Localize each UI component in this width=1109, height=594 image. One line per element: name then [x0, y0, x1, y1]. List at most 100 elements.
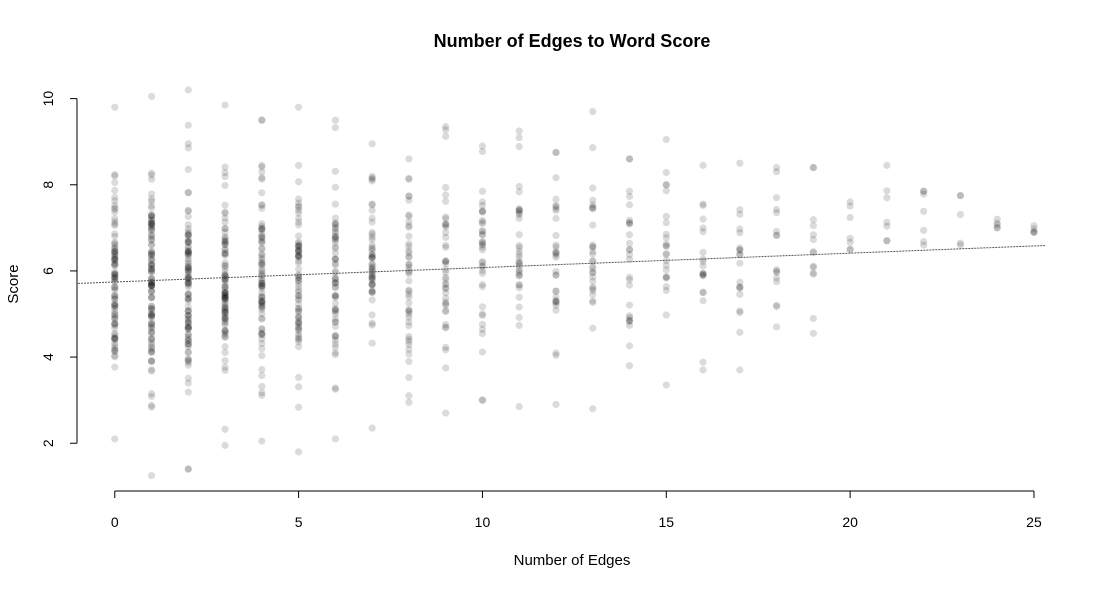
data-point [405, 299, 413, 307]
data-point [147, 222, 156, 230]
data-point [552, 400, 560, 409]
data-point [405, 337, 413, 345]
data-point [184, 315, 192, 324]
data-point [478, 329, 487, 338]
data-point [405, 286, 413, 294]
data-point [699, 269, 707, 277]
data-point [699, 288, 707, 297]
data-point [295, 330, 303, 338]
data-point [184, 388, 192, 396]
data-point [258, 289, 266, 297]
data-point [184, 307, 192, 315]
data-point [331, 318, 339, 326]
data-point [147, 390, 156, 398]
data-point [221, 326, 229, 335]
data-point [184, 231, 192, 239]
data-point [111, 334, 119, 342]
data-point [147, 262, 156, 270]
data-point [258, 267, 266, 275]
data-point [111, 292, 119, 301]
y-tick-label: 6 [40, 267, 56, 275]
data-point [331, 305, 339, 313]
data-point [736, 284, 744, 292]
data-point [147, 471, 156, 480]
data-point [184, 290, 192, 298]
data-point [184, 231, 192, 240]
data-point [736, 259, 744, 267]
data-point [111, 312, 119, 321]
data-point [405, 192, 413, 200]
data-point [331, 331, 339, 339]
data-point [515, 214, 523, 222]
data-point [589, 250, 597, 258]
data-point [111, 170, 119, 179]
data-point [258, 299, 266, 307]
data-point [331, 306, 339, 314]
data-point [625, 314, 634, 322]
data-point [147, 282, 156, 290]
data-point [809, 270, 817, 278]
data-point [258, 292, 266, 300]
data-point [625, 201, 634, 209]
data-point [589, 204, 597, 212]
data-point [331, 239, 339, 247]
data-point [221, 271, 229, 279]
data-point [515, 321, 523, 329]
data-point [368, 311, 376, 319]
data-point [221, 236, 229, 244]
data-point [589, 221, 597, 229]
data-point [221, 296, 229, 304]
data-point [625, 239, 634, 247]
data-point [699, 200, 707, 208]
data-point [258, 314, 266, 322]
data-point [184, 318, 192, 326]
data-point [478, 246, 487, 254]
data-point [258, 236, 266, 245]
data-point [331, 255, 339, 263]
data-point [552, 148, 560, 157]
data-point [736, 246, 744, 254]
data-point [184, 283, 192, 291]
data-point [736, 244, 744, 252]
data-point [147, 257, 156, 265]
data-point [258, 335, 266, 343]
data-point [699, 271, 707, 280]
data-point [442, 126, 450, 134]
data-point [662, 187, 670, 195]
data-point [111, 435, 119, 443]
data-point [147, 216, 156, 224]
data-point [625, 231, 634, 239]
data-point [147, 320, 156, 328]
data-point [147, 392, 156, 401]
data-point [221, 349, 229, 357]
data-point [736, 246, 744, 254]
data-point [368, 175, 376, 183]
data-point [589, 277, 597, 285]
x-tick-label: 15 [658, 514, 674, 530]
data-point [589, 284, 597, 293]
data-point [147, 211, 156, 219]
data-point [331, 340, 339, 348]
data-point [368, 296, 376, 304]
data-point [331, 350, 339, 359]
data-point [405, 350, 413, 358]
data-point [111, 193, 119, 201]
data-point [147, 329, 156, 338]
data-point [552, 251, 560, 259]
trend-line [77, 245, 1046, 284]
data-point [368, 264, 376, 272]
data-point [368, 233, 376, 241]
data-point [589, 241, 597, 249]
data-point [331, 292, 339, 300]
data-point [221, 208, 229, 216]
data-point [589, 205, 597, 213]
data-point [221, 283, 229, 291]
data-point [111, 302, 119, 310]
data-point [331, 220, 339, 229]
data-point [111, 331, 119, 339]
y-axis-label: Score [5, 264, 22, 303]
data-point [111, 251, 119, 259]
data-point [147, 265, 156, 273]
data-point [221, 289, 229, 297]
data-point [221, 249, 229, 257]
